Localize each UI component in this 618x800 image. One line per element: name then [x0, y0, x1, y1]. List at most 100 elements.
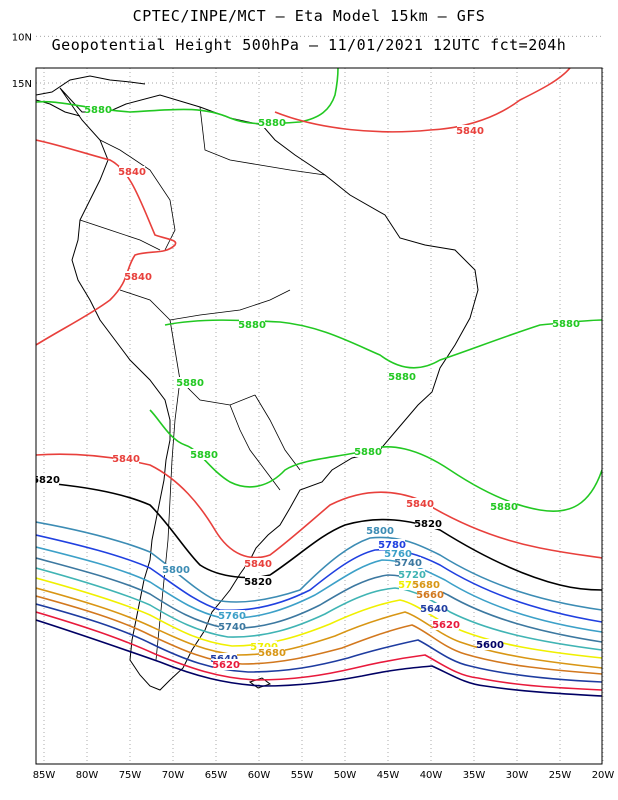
contour-label: 5740 [394, 558, 422, 569]
contour-label-bg [491, 501, 517, 512]
contour-label-bg [355, 446, 381, 457]
contour-label: 5720 [398, 570, 426, 581]
contour-label: 5620 [212, 660, 240, 671]
contour-5820 [36, 481, 602, 591]
lon-tick-label: 50W [334, 770, 357, 781]
lon-tick-label: 45W [377, 770, 400, 781]
lon-tick-label: 20W [592, 770, 615, 781]
contour-label-bg [113, 453, 139, 464]
country-borders [79, 106, 326, 661]
lon-tick-label: 30W [506, 770, 529, 781]
contour-label-bg [457, 125, 483, 136]
graticule-grid [36, 35, 604, 764]
contour-5620 [36, 611, 602, 691]
contour-label-bg [415, 518, 441, 529]
contour-label-bg [245, 576, 271, 587]
latitude-tick-labels: 15N10N5NEQ5S10S15S20S25S30S35S40S45S50S5… [12, 32, 32, 90]
contour-label: 5840 [456, 126, 484, 137]
contour-label: 5600 [476, 640, 504, 651]
contour-label: 5880 [354, 447, 382, 458]
longitude-tick-labels: 85W 80W 75W 70W 65W 60W 55W 50W 45W 40W 35W 30W 25W 2… [33, 770, 615, 781]
lon-tick-label: 75W [119, 770, 142, 781]
contour-label: 5880 [84, 105, 112, 116]
contour-5700 [36, 577, 602, 659]
lon-tick-label: 55W [291, 770, 314, 781]
contour-label: 5760 [384, 549, 412, 560]
contour-5600 [36, 619, 602, 697]
contour-label-bg [399, 579, 425, 590]
contour-label: 5780 [378, 540, 406, 551]
contour-label-bg [85, 104, 111, 115]
lon-tick-label: 65W [205, 770, 228, 781]
contour-label: 5700 [398, 580, 426, 591]
contour-5840-south [36, 453, 602, 559]
lon-tick-label: 70W [162, 770, 185, 781]
contour-label-bg [385, 548, 411, 559]
coastlines [36, 75, 479, 691]
contour-labels: 5880 5880 5880 5880 5880 5880 5880 5880 5880 5840… [36, 104, 580, 671]
contour-label: 5840 [244, 559, 272, 570]
contour-label: 5680 [412, 580, 440, 591]
contour-label: 5680 [258, 648, 286, 659]
contour-label-bg [219, 621, 245, 632]
contour-5780 [36, 534, 602, 623]
contour-label-bg [177, 377, 203, 388]
contour-label: 5880 [190, 450, 218, 461]
lon-tick-label: 80W [76, 770, 99, 781]
contour-5720 [36, 567, 602, 651]
contour-label: 5880 [490, 502, 518, 513]
contour-label: 5820 [414, 519, 442, 530]
contour-label-bg [553, 318, 579, 329]
contour-5880-central [164, 319, 602, 369]
contour-5840-north [36, 139, 177, 346]
contour-label: 5800 [366, 526, 394, 537]
contour-label: 5620 [432, 620, 460, 631]
south-america-coastline [59, 87, 479, 691]
contour-5660 [36, 595, 602, 675]
contour-label-bg [125, 271, 151, 282]
contour-label-bg [245, 558, 271, 569]
lat-tick-label: 10N [12, 32, 32, 43]
contour-label-bg [379, 539, 405, 550]
contour-label-bg [211, 653, 237, 664]
contour-label-bg [367, 525, 393, 536]
contour-lines [36, 68, 602, 697]
contour-label-bg [417, 589, 443, 600]
contour-label-bg [36, 474, 59, 485]
lon-tick-label: 25W [549, 770, 572, 781]
contour-label: 5760 [218, 611, 246, 622]
contour-label-bg [433, 619, 459, 630]
contour-label: 5660 [416, 590, 444, 601]
contour-label: 5800 [162, 565, 190, 576]
contour-label: 5840 [118, 167, 146, 178]
contour-label: 5820 [244, 577, 272, 588]
contour-label-bg [251, 641, 277, 652]
contour-label: 5840 [406, 499, 434, 510]
contour-label-bg [413, 579, 439, 590]
contour-label: 5880 [238, 320, 266, 331]
lon-tick-label: 35W [463, 770, 486, 781]
contour-label-bg [239, 319, 265, 330]
lat-tick-label: 15N [12, 79, 32, 90]
contour-label: 5880 [552, 319, 580, 330]
contour-label-bg [477, 639, 503, 650]
contour-label-bg [219, 610, 245, 621]
contour-5840-ne [274, 68, 571, 133]
contour-label-bg [421, 603, 447, 614]
contour-label-bg [395, 557, 421, 568]
contour-label-bg [259, 117, 285, 128]
contour-label: 5880 [258, 118, 286, 129]
contour-label-bg [191, 449, 217, 460]
map-title-line1: CPTEC/INPE/MCT – Eta Model 15km – GFS [132, 7, 486, 25]
contour-label-bg [259, 647, 285, 658]
contour-label-bg [407, 498, 433, 509]
contour-label: 5840 [112, 454, 140, 465]
contour-label: 5880 [176, 378, 204, 389]
lon-tick-label: 85W [33, 770, 56, 781]
contour-label: 5880 [388, 372, 416, 383]
contour-5760 [36, 546, 602, 633]
contour-5740 [36, 557, 602, 643]
contour-label-bg [119, 166, 145, 177]
contour-label: 5740 [218, 622, 246, 633]
